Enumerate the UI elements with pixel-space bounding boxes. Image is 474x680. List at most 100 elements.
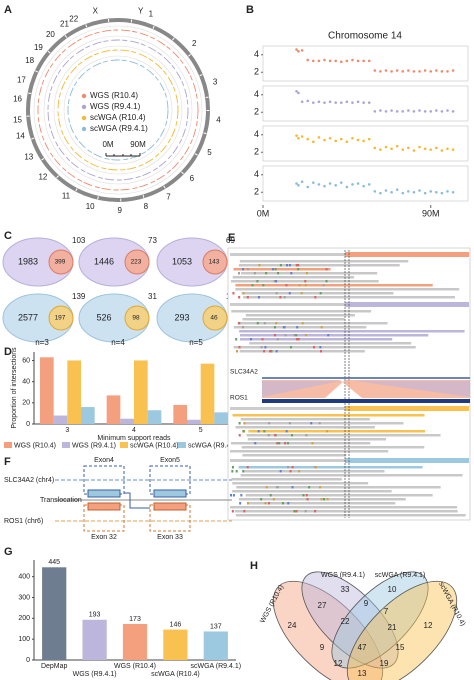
point [412,110,416,113]
legend-label: WGS (R9.4.1) [72,442,116,449]
region-count: 9 [320,643,325,652]
read [241,446,425,449]
count: 143 [209,259,220,266]
scale-label: 90M [130,140,146,149]
point [339,60,343,64]
point [384,69,388,72]
x-tick-label: 5 [199,427,203,434]
mismatch [258,264,261,267]
panel-label: G [4,546,13,558]
point [367,183,371,186]
read [240,338,393,341]
point [356,138,360,142]
bar [81,407,95,424]
mismatch [238,296,241,299]
count: 69 [226,236,235,245]
point [312,59,315,63]
legend-label: WGS (R9.4.1) [90,102,141,111]
mismatch [290,272,293,275]
chromosome-label: 9 [118,206,123,215]
point [407,69,410,72]
count: 73 [148,236,157,245]
read [238,466,423,469]
point [351,58,354,62]
legend-dot [81,126,87,132]
chromosome-label: 2 [192,39,197,48]
mismatch [250,338,253,341]
mismatch [246,466,249,469]
point [384,110,388,113]
point [384,145,388,149]
exon [153,489,187,498]
read [235,514,466,517]
point [323,101,326,104]
panel-label: B [246,4,254,16]
legend-label: WGS (R10.4) [14,442,56,449]
point [295,182,298,185]
chromosome-label: 5 [207,148,212,157]
exon-label: Exon5 [160,457,180,464]
mismatch [273,326,276,329]
gene-label: ROS1 (chr6) [4,518,43,525]
mismatch [288,264,291,267]
mismatch [325,280,328,283]
mismatch [295,338,298,341]
mismatch [231,510,234,513]
mismatch [231,470,234,473]
point [373,110,377,113]
mismatch [283,326,286,329]
mismatch [278,442,281,445]
bar [147,410,162,424]
region-count: 19 [380,659,389,668]
y-tick-label: 2 [254,107,259,117]
point [451,190,455,194]
bar [173,404,187,424]
x-tick-label: 0M [257,208,270,218]
fusion-ribbon [262,381,470,397]
y-tick-label: 20 [22,400,30,407]
point [295,89,298,93]
mismatch [305,272,308,275]
point [440,110,444,113]
point [412,70,416,73]
mismatch [238,434,241,437]
point [297,49,300,53]
coverage [345,302,469,307]
set-circle [124,249,150,275]
read [231,310,372,313]
mismatch [318,422,321,425]
bar [120,418,134,424]
mismatch [295,334,298,337]
mismatch [257,430,260,433]
read [247,502,396,505]
y-tick-label: 40 [22,378,30,385]
count: 293 [174,312,189,322]
mismatch [279,470,282,473]
chromosome-label: 19 [34,43,43,52]
mismatch [273,280,276,283]
point [407,146,410,150]
set-circle [202,249,228,275]
mismatch [231,466,234,469]
mismatch [262,284,265,287]
mismatch [256,280,259,283]
mismatch [270,350,273,353]
read [244,422,404,425]
mismatch [238,422,241,425]
point [379,109,382,112]
point [423,191,427,195]
value-label: 173 [129,616,141,623]
mismatch [293,334,296,337]
point [446,147,449,151]
mismatch [308,486,311,489]
read [239,330,465,333]
read [242,454,347,457]
point [423,69,427,72]
mismatch [274,268,277,271]
y-tick-label: 4 [254,49,259,59]
mismatch [288,422,291,425]
coverage [230,253,345,256]
track-ring [53,45,183,175]
point [440,149,444,152]
